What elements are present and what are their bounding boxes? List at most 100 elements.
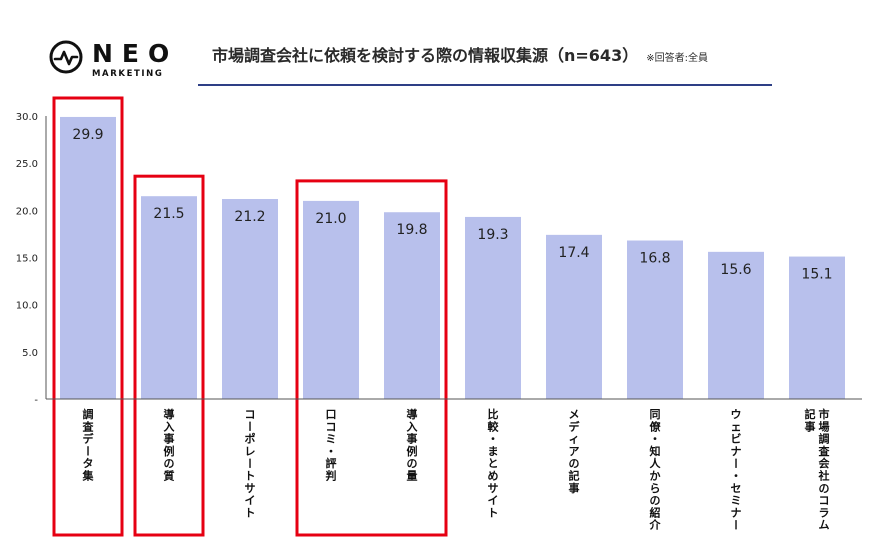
highlight-box (133, 174, 205, 537)
y-axis: - 5.0 10.0 15.0 20.0 25.0 30.0 (16, 112, 862, 406)
category-label-char: ・ (731, 470, 742, 483)
highlight-box (52, 96, 124, 537)
category-label-char: 事 (407, 432, 418, 446)
category-label-char: の (164, 457, 175, 470)
category-label-char: ミ (731, 494, 742, 507)
category-label-char: ィ (569, 433, 580, 446)
bar (465, 216, 521, 399)
bar (141, 196, 197, 399)
logo-wave-icon (49, 40, 83, 74)
bar (384, 212, 440, 399)
category-label-char: 市 (819, 407, 830, 421)
category-label-char: 量 (407, 470, 418, 483)
category-label-char: デ (569, 419, 581, 433)
bar (627, 240, 683, 399)
category-label-char: 事 (569, 481, 580, 495)
category-label-char: ミ (326, 433, 337, 446)
y-tick-label: 5.0 (22, 348, 38, 359)
value-label: 17.4 (558, 245, 589, 261)
category-label-char: イ (245, 494, 256, 507)
category-label-char: 査 (819, 444, 830, 458)
category-label-char: 評 (326, 456, 337, 470)
category-label-char: 導 (164, 407, 175, 421)
category-label-char: ー (729, 519, 742, 530)
highlight-boxes (52, 96, 448, 537)
category-label-char: 調 (819, 432, 830, 446)
category-label-char: ま (488, 445, 499, 458)
category-label-char: の (650, 494, 661, 507)
category-label-char: 例 (407, 444, 418, 458)
category-label-char: 集 (82, 469, 95, 483)
category-label-char: 知 (649, 444, 661, 458)
category-label-char: ラ (819, 506, 830, 519)
category-label-char: コ (245, 408, 256, 421)
category-label-char: レ (245, 445, 256, 458)
bar (222, 199, 278, 399)
bar (546, 234, 602, 399)
value-label: 21.5 (153, 206, 184, 222)
category-label-char: 判 (326, 469, 337, 483)
category-label-char: 介 (649, 518, 662, 532)
category-label-char: 入 (164, 420, 175, 433)
category-label-char: コ (326, 420, 337, 433)
category-labels: 調査データ集導入事例の質コーポレートサイト口コミ・評判導入事例の量比較・まとめサ… (81, 407, 831, 532)
category-label-char: タ (83, 457, 94, 470)
category-label-char: 口 (326, 408, 337, 421)
category-label-char: 僚 (649, 419, 662, 433)
category-label-char: と (488, 457, 499, 470)
category-label-char: 場 (819, 419, 830, 433)
category-label-char: 記 (569, 469, 580, 483)
category-label-char: コ (819, 494, 830, 507)
category-label-char: ー (243, 421, 256, 432)
category-label-char: サ (488, 482, 499, 495)
value-label: 19.8 (396, 222, 427, 238)
value-label: 16.8 (639, 251, 670, 267)
category-label-char: 例 (164, 444, 175, 458)
value-label: 15.1 (801, 267, 832, 283)
category-label-char: ア (569, 445, 580, 458)
y-tick-label: 30.0 (16, 112, 38, 123)
category-label-char: の (819, 482, 830, 495)
logo-wordmark: NEO (92, 39, 178, 68)
category-label-char: 事 (164, 432, 175, 446)
respondent-note: ※回答者:全員 (646, 53, 708, 64)
category-label-char: ト (245, 470, 256, 483)
y-tick-label: 25.0 (16, 159, 38, 170)
value-label: 21.2 (234, 209, 265, 225)
bar (303, 200, 359, 399)
category-label-char: の (569, 457, 580, 470)
value-label: 19.3 (477, 227, 508, 243)
logo-wave-line (53, 50, 79, 66)
category-label-char: 査 (83, 419, 94, 433)
category-label-char: 社 (818, 469, 830, 483)
category-label-char: ナ (731, 506, 742, 519)
chart-title-block: 市場調査会社に依頼を検討する際の情報収集源（n=643） ※回答者:全員 (212, 42, 708, 66)
category-label-char: イ (488, 494, 499, 507)
value-label: 15.6 (720, 262, 751, 278)
y-tick-label: 10.0 (16, 301, 38, 312)
category-label-char: か (650, 470, 661, 483)
neo-marketing-logo: NEO MARKETING (49, 39, 178, 79)
category-label-char: の (407, 457, 418, 470)
category-label-char: 調 (83, 407, 94, 421)
category-label-char: ・ (650, 433, 661, 446)
category-label-char: 質 (164, 469, 175, 483)
category-label-char: ウ (731, 408, 742, 421)
category-label-char: 記 (805, 407, 816, 421)
category-label-char: サ (245, 482, 256, 495)
category-label-char: ポ (245, 432, 256, 446)
category-label-char: ェ (731, 420, 742, 433)
bar (708, 251, 764, 399)
category-label-char: デ (83, 432, 95, 446)
category-label-char: ト (245, 506, 256, 519)
category-label-char: ト (488, 506, 499, 519)
value-labels: 29.9 21.5 21.2 21.0 19.8 19.3 17.4 16.8 15.6 15.1 (72, 127, 832, 283)
y-tick-label: 20.0 (16, 206, 38, 217)
category-label-char: 較 (488, 419, 500, 433)
chart-title: 市場調査会社に依頼を検討する際の情報収集源（n=643） (212, 46, 639, 65)
category-label-char: ム (819, 519, 830, 532)
category-label-char: 導 (407, 407, 418, 421)
category-label-char: 紹 (650, 505, 661, 519)
category-label-char: ・ (326, 445, 337, 458)
